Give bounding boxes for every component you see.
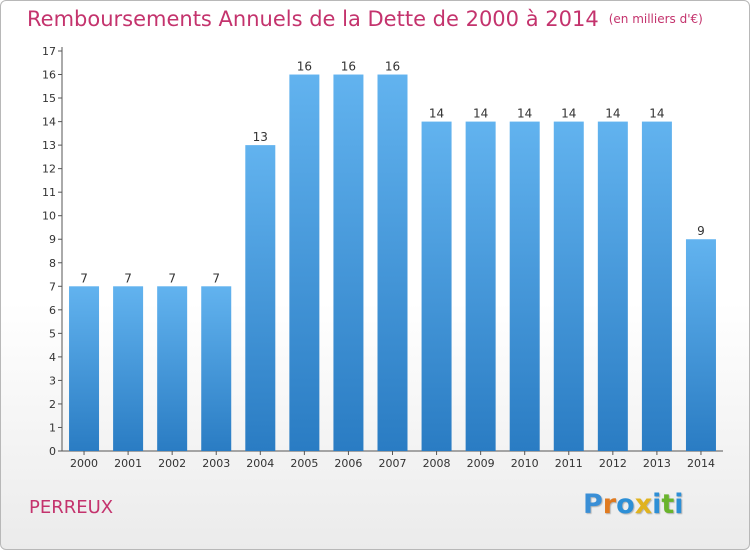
data-label: 14	[429, 107, 444, 121]
bar-2010	[509, 121, 540, 452]
bar-2011	[553, 121, 584, 452]
y-tick-label: 6	[49, 304, 56, 317]
data-label: 7	[80, 271, 88, 285]
x-tick-label: 2005	[290, 457, 318, 470]
y-tick-label: 1	[49, 421, 56, 434]
y-tick-label: 3	[49, 374, 56, 387]
y-tick-label: 11	[42, 186, 56, 199]
x-tick-label: 2013	[643, 457, 671, 470]
bars	[69, 74, 716, 452]
data-label: 7	[124, 271, 132, 285]
bar-2005	[289, 74, 320, 451]
y-tick-label: 16	[42, 69, 56, 82]
y-tick-label: 5	[49, 327, 56, 340]
data-label: 7	[168, 271, 176, 285]
bar-2004	[245, 145, 276, 451]
x-tick-label: 2010	[511, 457, 539, 470]
bar-2007	[377, 74, 408, 451]
y-tick-label: 12	[42, 163, 56, 176]
x-tick-label: 2004	[246, 457, 274, 470]
y-tick-label: 17	[42, 45, 56, 58]
bar-2003	[201, 286, 232, 451]
bar-2014	[685, 239, 716, 451]
x-tick-label: 2008	[423, 457, 451, 470]
data-label: 16	[297, 60, 312, 74]
unit-note: (en milliers d'€)	[608, 12, 703, 26]
y-tick-label: 8	[49, 257, 56, 270]
data-label: 9	[697, 224, 705, 238]
bar-2013	[641, 121, 672, 452]
x-tick-label: 2012	[599, 457, 627, 470]
data-label: 14	[649, 107, 664, 121]
bar-2012	[597, 121, 628, 452]
proxiti-logo: Proxiti	[583, 489, 684, 520]
y-tick-label: 13	[42, 139, 56, 152]
bar-2001	[113, 286, 144, 451]
logo-letter: r	[602, 489, 617, 520]
data-labels: 7 7 7 7 13 16 16 16 14 14 14 14 14 14 9	[80, 60, 705, 286]
bar-2006	[333, 74, 364, 451]
data-label: 13	[253, 130, 268, 144]
logo-letter: t	[661, 489, 675, 520]
data-label: 14	[517, 107, 532, 121]
chart-title: Remboursements Annuels de la Dette de 20…	[27, 7, 703, 31]
logo-letter: P	[583, 489, 603, 520]
y-tick-label: 10	[42, 210, 56, 223]
y-tick-label: 15	[42, 92, 56, 105]
y-tick-label: 14	[42, 116, 56, 129]
x-tick-label: 2000	[70, 457, 98, 470]
bar-2002	[157, 286, 188, 451]
bar-2008	[421, 121, 452, 452]
y-tick-label: 9	[49, 233, 56, 246]
logo-letter: o	[616, 489, 635, 520]
x-tick-label: 2001	[114, 457, 142, 470]
data-label: 7	[212, 271, 220, 285]
logo-letter: i	[674, 489, 684, 520]
y-tick-label: 0	[49, 445, 56, 458]
data-label: 14	[473, 107, 488, 121]
x-tick-label: 2009	[467, 457, 495, 470]
data-label: 14	[561, 107, 576, 121]
x-tick-label: 2007	[379, 457, 407, 470]
data-label: 16	[385, 60, 400, 74]
x-tick-label: 2011	[555, 457, 583, 470]
bar-2009	[465, 121, 496, 452]
location-label: PERREUX	[29, 497, 114, 518]
x-tick-label: 2002	[158, 457, 186, 470]
bar-2000	[69, 286, 100, 451]
title-text: Remboursements Annuels de la Dette de 20…	[27, 7, 599, 31]
data-label: 14	[605, 107, 620, 121]
logo-letter: x	[634, 489, 653, 520]
x-tick-label: 2014	[687, 457, 715, 470]
x-tick-label: 2003	[202, 457, 230, 470]
y-tick-label: 7	[49, 280, 56, 293]
y-tick-label: 4	[49, 351, 56, 364]
y-tick-label: 2	[49, 398, 56, 411]
logo-letter: i	[652, 489, 662, 520]
x-tick-label: 2006	[334, 457, 362, 470]
data-label: 16	[341, 60, 356, 74]
